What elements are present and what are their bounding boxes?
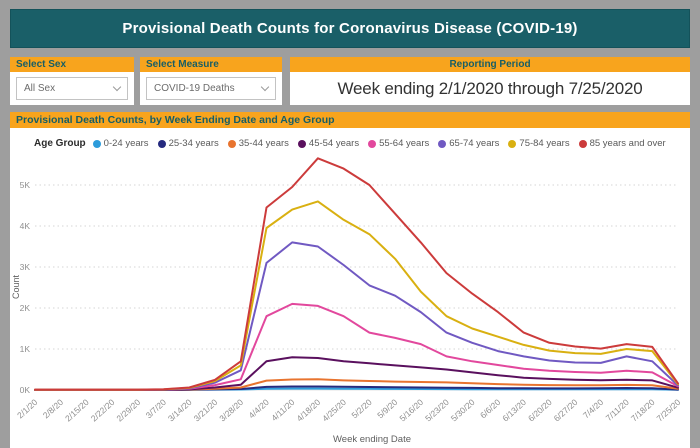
legend-item-label: 65-74 years xyxy=(449,138,500,149)
x-tick-label: 3/21/20 xyxy=(192,397,220,424)
legend-item-label: 45-54 years xyxy=(308,138,360,149)
x-tick-label: 3/7/20 xyxy=(144,397,168,420)
legend-item-65-74-years[interactable]: 65-74 years xyxy=(438,138,499,149)
x-tick-label: 5/16/20 xyxy=(397,397,425,424)
legend-item-label: 0-24 years xyxy=(103,138,149,149)
page-title: Provisional Death Counts for Coronavirus… xyxy=(122,20,578,37)
legend-item-0-24-years[interactable]: 0-24 years xyxy=(92,138,149,149)
legend-item-75-84-years[interactable]: 75-84 years xyxy=(508,138,570,149)
chart-title: Provisional Death Counts, by Week Ending… xyxy=(10,112,690,128)
y-tick-label: 1K xyxy=(20,344,31,354)
x-tick-label: 2/1/20 xyxy=(15,397,39,420)
legend-item-label: 25-34 years xyxy=(168,138,219,149)
measure-dropdown[interactable]: COVID-19 Deaths xyxy=(146,77,276,100)
x-tick-label: 3/28/20 xyxy=(217,397,245,424)
y-tick-label: 3K xyxy=(20,262,31,272)
measure-dropdown-value: COVID-19 Deaths xyxy=(154,83,235,94)
legend-item-45-54-years[interactable]: 45-54 years xyxy=(297,138,360,149)
legend: Age Group 0-24 years 25-34 years 35-44 yea… xyxy=(10,128,690,152)
legend-dot-icon xyxy=(92,139,101,148)
line-chart: 0K 1K 2K 3K 4K 5K 2/1/20 2/8/202/15/202/22/202/… xyxy=(11,157,683,445)
legend-item-25-34-years[interactable]: 25-34 years xyxy=(157,138,219,149)
x-tick-label: 6/27/20 xyxy=(552,397,580,424)
select-sex-card: Select Sex All Sex xyxy=(10,57,134,105)
y-tick-label: 4K xyxy=(20,221,31,231)
y-axis-title: Count xyxy=(11,275,21,300)
sex-dropdown-value: All Sex xyxy=(24,83,56,94)
x-tick-label: 7/18/20 xyxy=(629,397,657,424)
series-line-85-years-and-over xyxy=(34,157,679,391)
legend-item-label: 85 years and over xyxy=(589,138,666,149)
app-header: Provisional Death Counts for Coronavirus… xyxy=(10,9,690,48)
x-tick-label: 4/4/20 xyxy=(247,397,271,420)
select-sex-label: Select Sex xyxy=(10,57,134,72)
legend-item-label: 35-44 years xyxy=(238,138,289,149)
chevron-down-icon xyxy=(112,82,122,92)
x-tick-label: 4/11/20 xyxy=(269,397,297,423)
x-tick-label: 5/30/20 xyxy=(449,397,477,424)
legend-dot-icon xyxy=(227,139,236,148)
legend-dot-icon xyxy=(508,139,517,148)
legend-item-35-44-years[interactable]: 35-44 years xyxy=(227,138,289,149)
x-tick-label: 2/29/20 xyxy=(114,397,142,424)
x-tick-label: 7/4/20 xyxy=(581,397,605,420)
legend-item-label: 55-64 years xyxy=(379,138,430,149)
sex-dropdown[interactable]: All Sex xyxy=(16,77,128,100)
legend-item-55-64-years[interactable]: 55-64 years xyxy=(368,138,429,149)
y-tick-label: 2K xyxy=(20,303,31,313)
y-tick-label: 5K xyxy=(20,180,31,190)
chevron-down-icon xyxy=(260,82,270,92)
x-tick-label: 5/9/20 xyxy=(375,397,399,420)
x-tick-label: 4/18/20 xyxy=(294,397,322,424)
series-line-65-74-years xyxy=(34,241,679,391)
chart-card: Provisional Death Counts, by Week Ending… xyxy=(10,112,690,448)
x-tick-label: 6/6/20 xyxy=(478,397,502,420)
legend-title: Age Group xyxy=(34,138,86,149)
x-tick-label: 7/25/20 xyxy=(655,397,683,424)
legend-dot-icon xyxy=(578,139,587,148)
x-tick-label: 2/22/20 xyxy=(89,397,117,424)
legend-dot-icon xyxy=(368,139,377,148)
reporting-period-label: Reporting Period xyxy=(290,57,690,72)
reporting-period-value: Week ending 2/1/2020 through 7/25/2020 xyxy=(337,78,643,98)
x-tick-label: 2/8/20 xyxy=(41,397,65,420)
x-tick-label: 6/20/20 xyxy=(526,397,554,424)
x-tick-label: 4/25/20 xyxy=(320,397,348,424)
legend-dot-icon xyxy=(297,139,306,148)
x-tick-label: 3/14/20 xyxy=(166,397,194,424)
legend-item-label: 75-84 years xyxy=(519,138,570,149)
y-tick-label: 0K xyxy=(20,385,31,395)
x-tick-label: 5/23/20 xyxy=(423,397,451,424)
x-axis-title: Week ending Date xyxy=(333,434,411,445)
x-tick-label: 6/13/20 xyxy=(500,397,528,424)
legend-dot-icon xyxy=(438,139,447,148)
x-tick-label: 7/11/20 xyxy=(604,397,632,423)
x-tick-label: 2/15/20 xyxy=(63,397,91,424)
select-measure-label: Select Measure xyxy=(140,57,282,72)
legend-item-85-years-and-over[interactable]: 85 years and over xyxy=(578,138,666,149)
reporting-period-card: Reporting Period Week ending 2/1/2020 th… xyxy=(290,57,690,105)
select-measure-card: Select Measure COVID-19 Deaths xyxy=(140,57,282,105)
x-tick-label: 5/2/20 xyxy=(349,397,373,420)
legend-dot-icon xyxy=(157,139,166,148)
